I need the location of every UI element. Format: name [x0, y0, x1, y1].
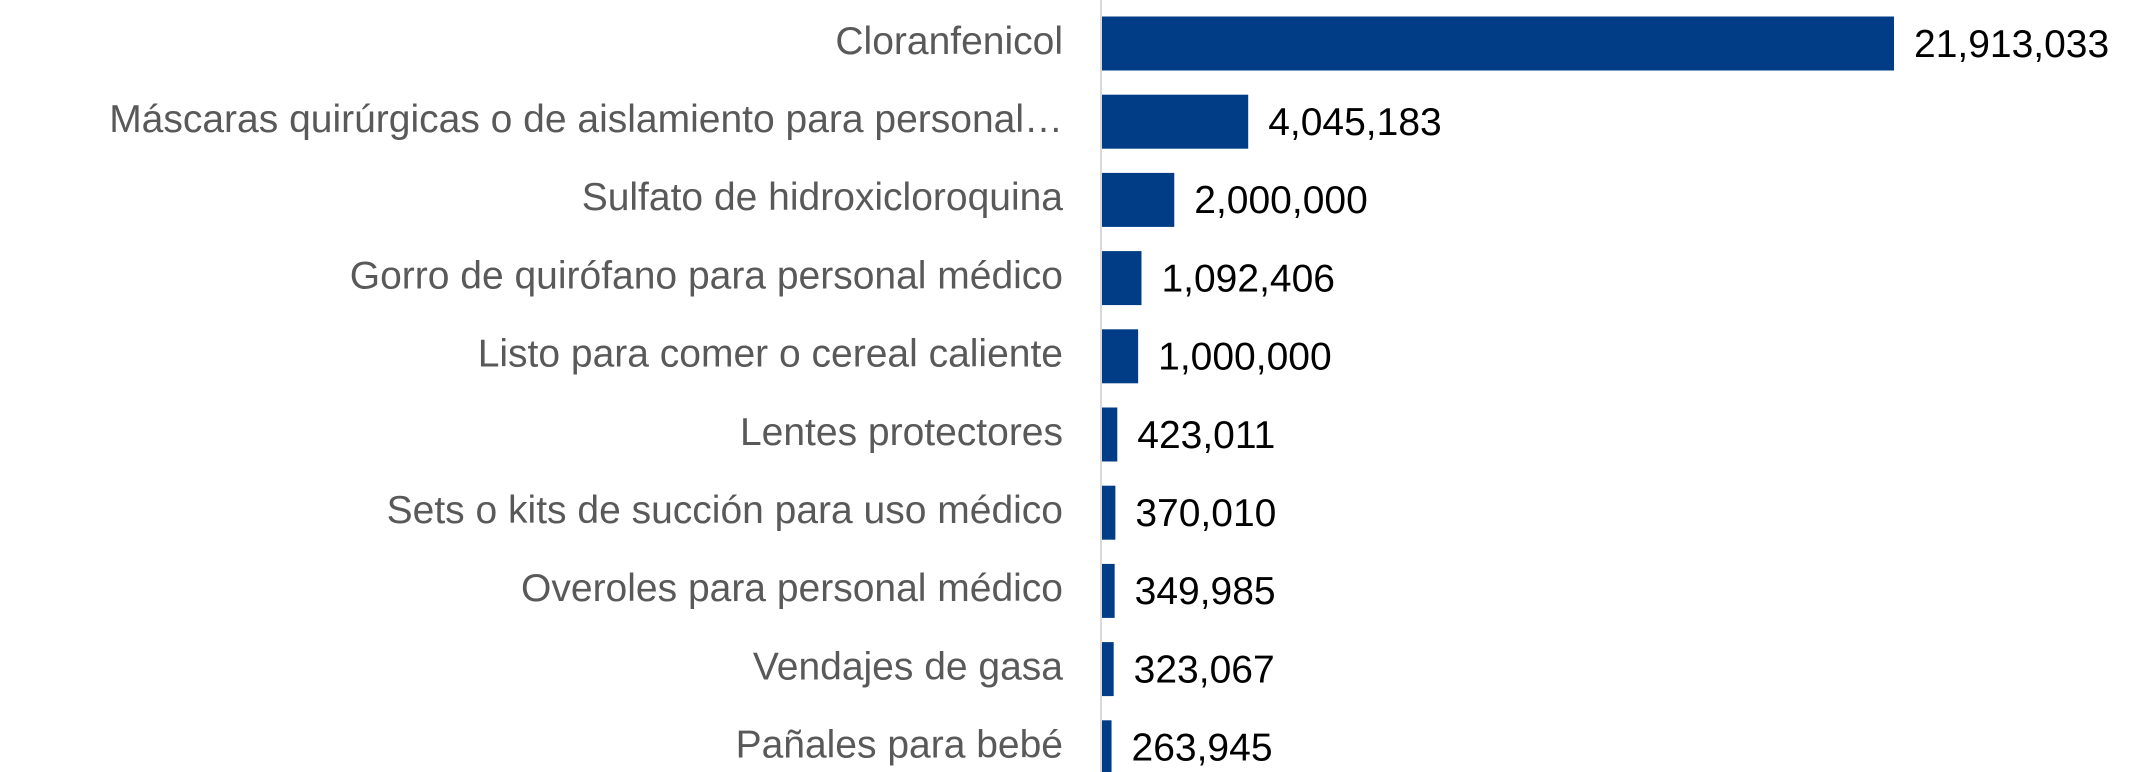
value-label: 263,945 [1132, 727, 1273, 770]
value-label: 370,010 [1135, 492, 1276, 535]
bar [1102, 16, 1894, 71]
value-label: 4,045,183 [1268, 101, 1442, 144]
category-label: Sets o kits de succión para uso médico [387, 489, 1063, 532]
value-label: 2,000,000 [1194, 179, 1368, 222]
bar [1102, 172, 1175, 227]
category-label: Sulfato de hidroxicloroquina [582, 176, 1064, 219]
bar [1102, 485, 1116, 540]
category-label: Máscaras quirúrgicas o de aislamiento pa… [109, 98, 1063, 141]
value-label: 1,000,000 [1158, 336, 1332, 379]
bar [1102, 563, 1115, 618]
bar [1102, 642, 1114, 697]
value-label: 323,067 [1134, 648, 1275, 691]
value-label: 349,985 [1135, 570, 1276, 613]
category-label: Pañales para bebé [736, 724, 1063, 767]
category-label: Gorro de quirófano para personal médico [350, 254, 1063, 297]
value-label: 1,092,406 [1161, 257, 1335, 300]
category-label: Vendajes de gasa [753, 645, 1063, 688]
category-label: Cloranfenicol [835, 20, 1063, 63]
category-label: Lentes protectores [740, 411, 1063, 454]
bar [1102, 94, 1249, 149]
bar [1102, 251, 1142, 306]
bar [1102, 407, 1118, 462]
value-label: 21,913,033 [1914, 23, 2109, 66]
category-label: Listo para comer o cereal caliente [478, 333, 1063, 376]
bar [1102, 720, 1112, 772]
value-label: 423,011 [1137, 414, 1275, 457]
category-label: Overoles para personal médico [521, 567, 1063, 610]
bar [1102, 329, 1139, 384]
